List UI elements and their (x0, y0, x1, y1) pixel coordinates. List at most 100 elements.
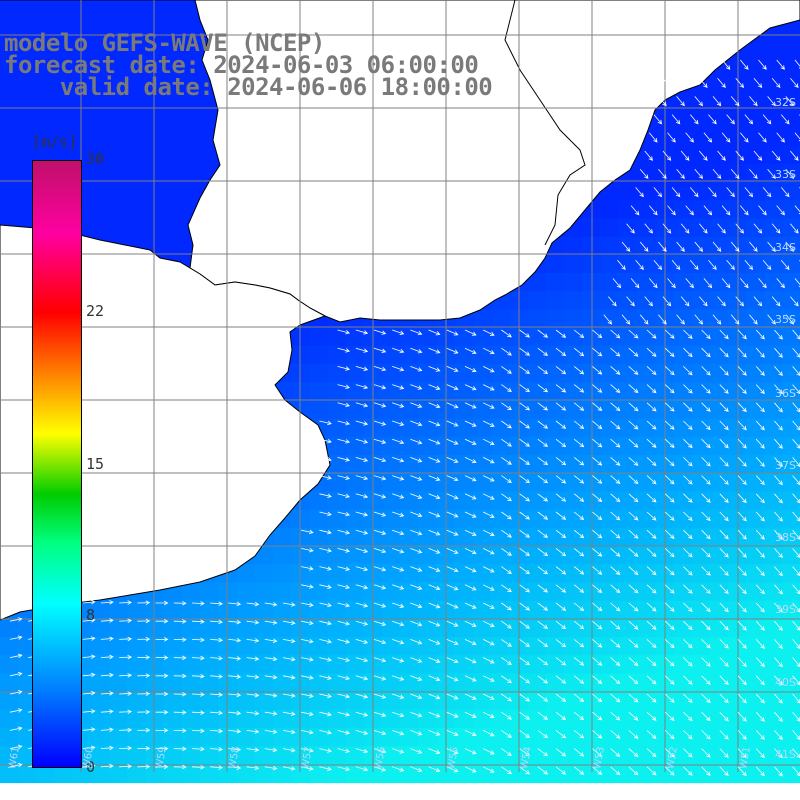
wind-arrow (762, 259, 772, 271)
wind-speed-cell (637, 491, 656, 511)
wind-arrow (537, 511, 549, 520)
wind-speed-cell (564, 637, 583, 656)
wind-arrow (701, 493, 711, 503)
wind-arrow (628, 384, 639, 394)
wind-speed-cell (764, 546, 784, 565)
wind-arrow (210, 710, 223, 716)
wind-arrow (555, 748, 567, 757)
wind-speed-cell (782, 291, 800, 310)
wind-speed-cell (728, 364, 747, 383)
wind-speed-cell (600, 327, 620, 347)
wind-arrow (785, 168, 795, 180)
wind-arrow (639, 168, 649, 180)
wind-arrow (628, 438, 639, 448)
wind-arrow (610, 730, 621, 739)
wind-arrow (501, 438, 512, 447)
wind-speed-cell (746, 473, 765, 492)
wind-speed-cell (309, 764, 329, 784)
wind-speed-cell (527, 455, 547, 474)
wind-arrow (737, 657, 747, 667)
wind-speed-cell (309, 546, 329, 565)
wind-speed-cell (691, 728, 711, 747)
wind-arrow (410, 566, 423, 572)
wind-speed-cell (0, 54, 19, 74)
wind-arrow (758, 278, 767, 289)
wind-arrow (555, 347, 567, 357)
wind-arrow (749, 241, 758, 252)
wind-arrow (355, 675, 369, 681)
wind-arrow (100, 745, 114, 751)
wind-arrow (774, 584, 783, 595)
wind-speed-cell (673, 182, 693, 201)
wind-arrow (648, 205, 658, 216)
wind-speed-cell (0, 127, 19, 147)
wind-arrow (483, 730, 495, 737)
wind-speed-cell (728, 236, 747, 256)
wind-speed-cell (418, 655, 438, 674)
lat-label: 39S (775, 603, 796, 616)
wind-arrow (703, 132, 713, 143)
wind-speed-cell (382, 600, 401, 620)
wind-arrow (428, 366, 441, 372)
wind-arrow (501, 529, 512, 538)
wind-arrow (82, 636, 96, 641)
wind-speed-cell (109, 673, 128, 693)
wind-speed-cell (600, 455, 620, 474)
lat-label: 38S (775, 531, 796, 544)
wind-arrow (537, 384, 549, 393)
wind-arrow (464, 548, 477, 555)
wind-speed-cell (163, 637, 183, 656)
wind-speed-cell (91, 54, 110, 74)
wind-speed-cell (782, 54, 800, 74)
wind-speed-cell (327, 527, 347, 547)
wind-arrow (228, 638, 242, 643)
wind-speed-cell (127, 18, 147, 37)
wind-speed-cell (764, 236, 784, 256)
wind-speed-cell (764, 600, 784, 620)
wind-arrow (644, 296, 653, 307)
wind-arrow (664, 475, 675, 485)
wind-speed-cell (691, 473, 711, 492)
wind-speed-cell (54, 36, 74, 56)
wind-speed-cell (764, 746, 784, 765)
wind-arrow (592, 602, 603, 612)
wind-arrow (464, 730, 477, 737)
colorbar-tick-30: 30 (86, 150, 105, 168)
wind-speed-cell (473, 728, 492, 747)
wind-arrow (683, 711, 693, 722)
wind-speed-cell (782, 746, 800, 765)
wind-speed-cell (473, 400, 492, 420)
wind-speed-cell (345, 600, 365, 620)
wind-arrow (428, 584, 441, 591)
wind-arrow (592, 457, 603, 466)
wind-speed-cell (345, 509, 365, 529)
wind-arrow (685, 205, 694, 216)
wind-speed-cell (91, 764, 110, 784)
wind-arrow (446, 675, 459, 682)
wind-speed-cell (236, 637, 256, 656)
wind-speed-cell (691, 746, 711, 765)
wind-speed-cell (564, 491, 583, 511)
wind-speed-cell (273, 546, 292, 565)
wind-arrow (228, 619, 242, 625)
wind-speed-cell (36, 764, 56, 784)
wind-arrow (446, 657, 459, 664)
wind-speed-cell (418, 400, 438, 420)
wind-arrow (264, 693, 278, 698)
wind-arrow (774, 511, 783, 522)
wind-speed-cell (72, 91, 92, 110)
internal-border (504, 0, 586, 246)
wind-speed-cell (527, 418, 547, 438)
wind-speed-cell (400, 527, 420, 547)
wind-speed-cell (182, 673, 201, 693)
wind-speed-cell (709, 400, 729, 420)
wind-arrow (573, 457, 585, 466)
wind-arrow (701, 529, 711, 540)
wind-speed-cell (782, 764, 800, 784)
wind-speed-cell (91, 655, 110, 674)
wind-arrow (664, 711, 675, 721)
wind-arrow (410, 639, 423, 645)
wind-arrow (719, 602, 729, 613)
wind-speed-cell (200, 691, 219, 711)
wind-arrow (701, 657, 711, 667)
